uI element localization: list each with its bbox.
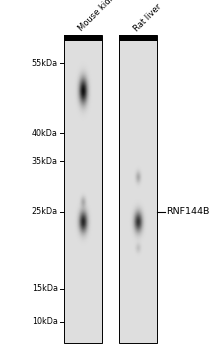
Bar	[119, 35, 157, 343]
Text: 10kDa: 10kDa	[32, 317, 58, 327]
Text: 55kDa: 55kDa	[32, 58, 58, 68]
Bar	[64, 35, 102, 343]
Text: 25kDa: 25kDa	[32, 207, 58, 216]
Text: 35kDa: 35kDa	[32, 156, 58, 166]
Text: 40kDa: 40kDa	[32, 128, 58, 138]
Text: RNF144B: RNF144B	[166, 207, 209, 216]
Text: Rat liver: Rat liver	[132, 2, 163, 33]
Bar	[64, 35, 102, 41]
Text: 15kDa: 15kDa	[32, 284, 58, 293]
Bar	[119, 35, 157, 41]
Text: Mouse kidney: Mouse kidney	[77, 0, 124, 33]
